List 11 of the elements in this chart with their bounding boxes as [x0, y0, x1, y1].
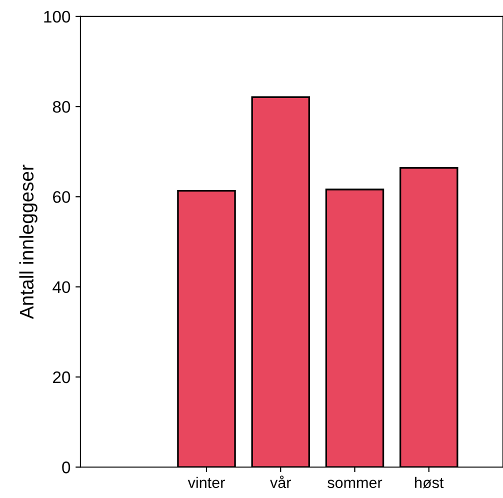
y-tick-label: 80 [52, 100, 70, 113]
x-tick-label: høst [415, 476, 444, 488]
x-tick-label: vår [270, 476, 291, 488]
x-tick-label: sommer [328, 480, 382, 488]
y-axis-title: Antall innleggeser [19, 164, 38, 320]
y-tick-label: 100 [44, 10, 70, 23]
x-tick-label: vinter [188, 476, 225, 488]
y-tick-label: 40 [52, 281, 70, 294]
y-tick-label: 60 [53, 191, 70, 203]
y-tick-label: 0 [62, 462, 70, 474]
y-tick-label: 20 [53, 371, 70, 384]
